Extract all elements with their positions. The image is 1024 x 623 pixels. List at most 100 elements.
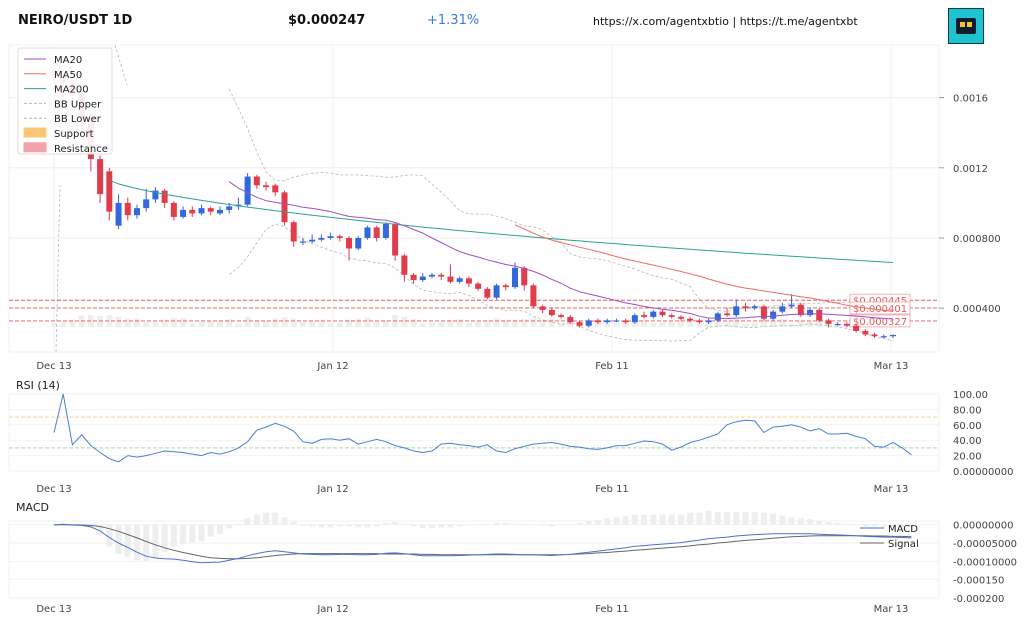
- candle-body: [539, 306, 546, 310]
- macd-histogram-bar: [410, 524, 417, 527]
- candle-body: [631, 315, 638, 323]
- macd-histogram-bar: [724, 511, 731, 525]
- candle-body: [346, 237, 353, 249]
- macd-histogram-bar: [429, 524, 436, 529]
- candle-body: [779, 306, 786, 312]
- macd-histogram-bar: [613, 517, 620, 525]
- volume-bar: [429, 322, 436, 327]
- rsi-y-tick-label: 20.00: [953, 452, 982, 463]
- volume-bar: [401, 316, 408, 327]
- candle-body: [97, 159, 104, 195]
- macd-histogram-bar: [825, 521, 832, 525]
- legend-swatch: [23, 142, 47, 153]
- volume-bar: [705, 322, 712, 327]
- macd-histogram-bar: [124, 524, 131, 557]
- candle-body: [797, 304, 804, 316]
- candle-body: [714, 313, 721, 321]
- candle-body: [106, 171, 113, 212]
- candle-body: [668, 315, 675, 317]
- macd-histogram-bar: [336, 524, 343, 527]
- candle-body: [364, 227, 371, 238]
- legend-label: BB Lower: [54, 114, 102, 125]
- candle-body: [650, 311, 657, 317]
- candle-body: [318, 237, 325, 240]
- social-links[interactable]: https://x.com/agentxbtio | https://t.me/…: [593, 15, 858, 28]
- macd-histogram-bar: [548, 524, 555, 527]
- macd-histogram-bar: [687, 512, 694, 525]
- volume-bar: [567, 321, 574, 327]
- macd-histogram-bar: [899, 524, 906, 528]
- candle-body: [419, 276, 426, 281]
- macd-histogram-bar: [401, 523, 408, 525]
- macd-histogram-bar: [659, 514, 666, 525]
- candle-body: [862, 330, 869, 335]
- volume-bar: [770, 319, 777, 327]
- macd-histogram-bar: [576, 522, 583, 525]
- macd-histogram-bar: [235, 523, 242, 525]
- macd-histogram-bar: [880, 524, 887, 528]
- macd-histogram-bar: [133, 524, 140, 561]
- volume-bar: [751, 322, 758, 327]
- macd-histogram-bar: [198, 524, 205, 542]
- pair-title: NEIRO/USDT 1D: [18, 13, 133, 28]
- bb-lower-line: [228, 223, 894, 342]
- volume-bar: [170, 317, 177, 327]
- macd-histogram-bar: [585, 521, 592, 525]
- macd-histogram-bar: [502, 522, 509, 525]
- macd-histogram-bar: [779, 515, 786, 525]
- volume-bar: [760, 319, 767, 327]
- volume-bar: [143, 322, 150, 327]
- candle-body: [567, 316, 574, 323]
- candle-body: [170, 202, 177, 217]
- volume-bar: [696, 323, 703, 327]
- macd-histogram-bar: [207, 524, 214, 537]
- candle-body: [392, 223, 399, 256]
- candle-body: [687, 318, 694, 321]
- macd-histogram-bar: [807, 519, 814, 525]
- volume-bar: [410, 318, 417, 327]
- candle-body: [733, 306, 740, 316]
- macd-histogram-bar: [97, 524, 104, 536]
- candle-body: [834, 323, 841, 326]
- macd-histogram-bar: [521, 524, 528, 526]
- volume-bar: [438, 321, 445, 327]
- candle-body: [622, 320, 629, 323]
- candle-body: [429, 274, 436, 277]
- macd-histogram-bar: [558, 524, 565, 526]
- macd-histogram-bar: [355, 524, 362, 528]
- volume-bar: [161, 319, 168, 327]
- macd-histogram-bar: [419, 524, 426, 529]
- candle-body: [189, 209, 196, 214]
- macd-histogram-bar: [567, 524, 574, 526]
- volume-bar: [484, 320, 491, 327]
- macd-histogram-bar: [788, 517, 795, 525]
- macd-x-tick-label: Jan 12: [316, 604, 348, 615]
- candle-body: [401, 255, 408, 275]
- macd-histogram-bar: [843, 523, 850, 525]
- volume-bar: [677, 320, 684, 327]
- price-x-tick-label: Jan 12: [316, 361, 348, 372]
- candle-body: [438, 274, 445, 277]
- macd-histogram-bar: [604, 518, 611, 525]
- candle-body: [807, 309, 814, 316]
- candle-body: [355, 237, 362, 249]
- volume-bar: [733, 318, 740, 327]
- candle-body: [613, 320, 620, 322]
- legend-label: Resistance: [54, 144, 108, 155]
- candle-body: [521, 267, 528, 286]
- rsi-y-tick-label: 0.00000000: [953, 467, 1013, 478]
- ma20-line: [228, 181, 894, 320]
- legend-label: MA200: [54, 85, 89, 96]
- candle-body: [493, 285, 500, 298]
- candle-body: [677, 316, 684, 319]
- volume-bar: [336, 322, 343, 327]
- candle-body: [382, 223, 389, 238]
- legend-label: Support: [54, 129, 94, 140]
- volume-bar: [779, 318, 786, 327]
- macd-histogram-bar: [438, 524, 445, 528]
- macd-histogram-bar: [244, 518, 251, 525]
- macd-histogram-bar: [696, 512, 703, 525]
- ma50-line: [514, 224, 894, 312]
- macd-histogram-bar: [309, 524, 316, 527]
